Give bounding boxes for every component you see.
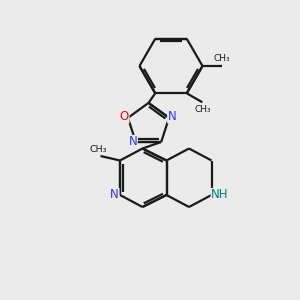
Text: O: O [120, 110, 129, 123]
Text: N: N [168, 110, 176, 123]
Text: CH₃: CH₃ [214, 54, 230, 63]
Text: N: N [110, 188, 119, 202]
Text: N: N [128, 136, 137, 148]
Text: NH: NH [211, 188, 229, 202]
Text: CH₃: CH₃ [194, 105, 211, 114]
Text: CH₃: CH₃ [89, 145, 107, 154]
